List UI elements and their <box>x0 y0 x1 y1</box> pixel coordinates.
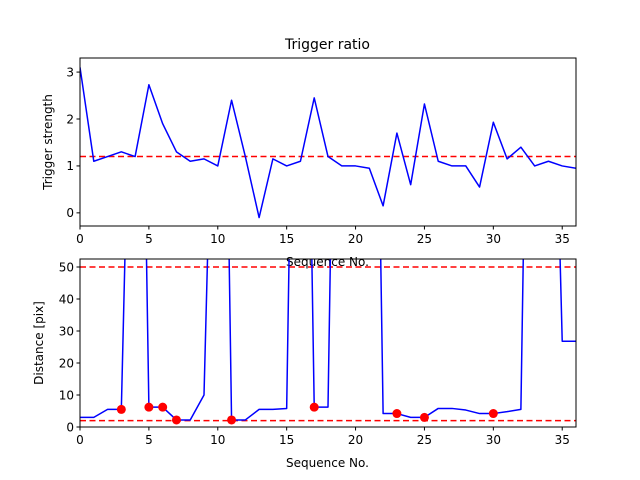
y-axis-label: Trigger strength <box>41 94 55 191</box>
data-point-marker <box>227 415 237 425</box>
series-line <box>80 67 576 219</box>
y-tick-label: 30 <box>59 324 74 338</box>
x-axis-ticks: 0 5 10 15 20 25 30 35 <box>76 226 570 246</box>
y-tick-label: 0 <box>66 420 74 434</box>
data-point-marker <box>309 402 319 412</box>
x-tick-label: 20 <box>348 433 363 447</box>
y-tick-label: 10 <box>59 388 74 402</box>
data-point-marker <box>419 412 429 422</box>
x-tick-label: 30 <box>486 433 501 447</box>
data-point-marker <box>392 409 402 419</box>
data-point-marker <box>171 415 181 425</box>
y-axis-ticks: 0 10 20 30 40 50 <box>59 260 80 434</box>
x-tick-label: 15 <box>279 232 294 246</box>
x-tick-label: 5 <box>145 433 153 447</box>
marker-layer <box>116 402 498 425</box>
x-tick-label: 25 <box>417 232 432 246</box>
y-tick-label: 2 <box>66 112 74 126</box>
x-tick-label: 25 <box>417 433 432 447</box>
y-tick-label: 40 <box>59 292 74 306</box>
data-point-marker <box>116 404 126 414</box>
x-axis-ticks: 0 5 10 15 20 25 30 35 <box>76 427 570 447</box>
data-point-marker <box>144 402 154 412</box>
x-tick-label: 30 <box>486 232 501 246</box>
plot-frame <box>79 57 577 227</box>
x-tick-label: 15 <box>279 433 294 447</box>
x-tick-label: 5 <box>145 232 153 246</box>
y-axis-ticks: 0 1 2 3 <box>66 65 80 220</box>
chart-title: Trigger ratio <box>284 37 370 53</box>
y-tick-label: 20 <box>59 356 74 370</box>
y-tick-label: 3 <box>66 65 74 79</box>
x-tick-label: 0 <box>76 232 84 246</box>
y-tick-label: 50 <box>59 260 74 274</box>
plot-frame <box>79 258 577 428</box>
series-layer <box>80 67 576 219</box>
series-line <box>80 259 576 421</box>
x-tick-label: 35 <box>555 232 570 246</box>
y-tick-label: 0 <box>66 206 74 220</box>
x-axis-label: Sequence No. <box>286 456 369 470</box>
x-tick-label: 0 <box>76 433 84 447</box>
series-layer <box>80 259 576 421</box>
data-point-marker <box>158 402 168 412</box>
y-axis-label: Distance [pix] <box>32 301 46 385</box>
x-tick-label: 35 <box>555 433 570 447</box>
x-tick-label: 10 <box>210 433 225 447</box>
data-point-marker <box>488 409 498 419</box>
x-tick-label: 10 <box>210 232 225 246</box>
reference-lines <box>80 266 576 422</box>
x-tick-label: 20 <box>348 232 363 246</box>
y-tick-label: 1 <box>66 159 74 173</box>
